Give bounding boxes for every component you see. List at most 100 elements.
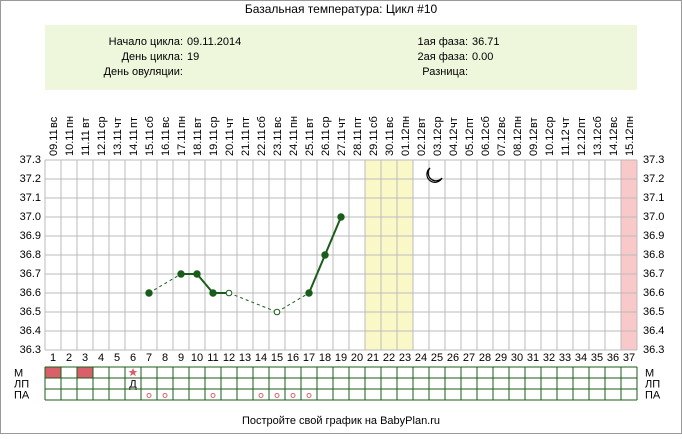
date-label: 07.12: [496, 128, 508, 156]
x-tick-label: 22: [383, 352, 395, 364]
chart-title: Базальная температура: Цикл #10: [245, 2, 438, 16]
date-label: 15.11: [144, 129, 156, 156]
weekday-label: пн: [624, 116, 636, 128]
weekday-label: вс: [272, 116, 284, 128]
x-tick-label: 10: [191, 352, 203, 364]
weekday-label: вт: [528, 117, 540, 128]
date-label: 28.11: [352, 129, 364, 156]
data-point: [225, 289, 233, 297]
date-label: 08.12: [512, 128, 524, 156]
weekday-label: сб: [256, 116, 268, 128]
x-tick-label: 19: [335, 352, 347, 364]
row-label: ПА: [14, 389, 30, 401]
line-segment: [196, 273, 214, 294]
date-label: 11.11: [80, 130, 92, 156]
weekday-label: ср: [432, 116, 444, 128]
info-box: [45, 25, 637, 90]
x-tick-label: 2: [66, 352, 72, 364]
weekday-label: вт: [192, 117, 204, 128]
weekday-label: пт: [464, 117, 476, 128]
row-circle: [258, 393, 264, 398]
x-tick-label: 14: [255, 352, 267, 364]
info-label: 1ая фаза:: [417, 36, 468, 48]
date-label: 10.12: [544, 128, 556, 156]
x-tick-label: 16: [287, 352, 299, 364]
x-tick-label: 25: [431, 352, 443, 364]
x-tick-label: 13: [239, 352, 251, 364]
weekday-label: сб: [592, 116, 604, 128]
y-tick-label: 36.6: [20, 287, 41, 299]
weekday-label: пт: [128, 117, 140, 128]
weekday-label: пн: [176, 116, 188, 128]
info-value: 0.00: [472, 51, 493, 63]
date-label: 26.11: [320, 129, 332, 156]
row-circle: [306, 393, 312, 398]
line-segment: [324, 216, 342, 256]
y-tick-label-right: 36.4: [643, 325, 664, 337]
y-tick-label-right: 36.8: [643, 249, 664, 261]
date-label: 15.12: [624, 128, 636, 156]
x-tick-label: 18: [319, 352, 331, 364]
y-tick-label: 36.5: [20, 306, 41, 318]
y-tick-label: 37.1: [20, 192, 41, 204]
weekday-label: чт: [336, 117, 348, 128]
date-label: 25.11: [304, 129, 316, 156]
row-text: Д: [129, 378, 137, 390]
data-point: [337, 213, 345, 221]
date-label: 09.11: [48, 129, 60, 156]
date-label: 14.12: [608, 128, 620, 156]
x-tick-label: 3: [82, 352, 88, 364]
weekday-label: чт: [112, 117, 124, 128]
weekday-label: вт: [416, 117, 428, 128]
weekday-label: сб: [368, 116, 380, 128]
date-label: 03.12: [432, 128, 444, 156]
x-tick-label: 4: [98, 352, 104, 364]
weekday-label: вт: [80, 117, 92, 128]
menstruation-cell: [77, 367, 93, 378]
weekday-label: вс: [384, 116, 396, 128]
weekday-label: ср: [544, 116, 556, 128]
y-tick-label-right: 37.0: [643, 211, 664, 223]
data-point: [193, 270, 201, 278]
weekday-label: чт: [224, 117, 236, 128]
date-label: 05.12: [464, 128, 476, 156]
x-tick-label: 26: [447, 352, 459, 364]
x-tick-label: 1: [50, 352, 56, 364]
x-tick-label: 28: [479, 352, 491, 364]
weekday-label: вс: [608, 116, 620, 128]
x-tick-label: 31: [527, 352, 539, 364]
date-label: 14.11: [128, 129, 140, 156]
line-segment: [308, 254, 326, 294]
line-segment: [228, 292, 278, 313]
x-tick-label: 20: [351, 352, 363, 364]
date-label: 06.12: [480, 128, 492, 156]
data-point: [321, 251, 329, 259]
y-tick-label-right: 37.2: [643, 173, 664, 185]
weekday-label: вс: [496, 116, 508, 128]
x-tick-label: 33: [559, 352, 571, 364]
x-tick-label: 37: [623, 352, 635, 364]
weekday-label: ср: [320, 116, 332, 128]
y-tick-label-right: 36.5: [643, 306, 664, 318]
y-tick-label-right: 36.9: [643, 230, 664, 242]
y-tick-label: 36.9: [20, 230, 41, 242]
date-label: 01.12: [400, 128, 412, 156]
date-label: 02.12: [416, 128, 428, 156]
info-label: Разница:: [422, 66, 468, 78]
star-icon: [128, 368, 138, 377]
y-tick-label: 37.2: [20, 173, 41, 185]
x-tick-label: 21: [367, 352, 379, 364]
y-tick-label-right: 37.1: [643, 192, 664, 204]
x-tick-label: 29: [495, 352, 507, 364]
date-label: 09.12: [528, 128, 540, 156]
date-label: 16.11: [160, 129, 172, 156]
date-label: 17.11: [176, 129, 188, 156]
x-tick-label: 27: [463, 352, 475, 364]
x-tick-label: 24: [415, 352, 427, 364]
weekday-label: пн: [400, 116, 412, 128]
x-tick-label: 34: [575, 352, 587, 364]
y-tick-label-right: 36.6: [643, 287, 664, 299]
info-label: День овуляции:: [104, 66, 183, 78]
x-tick-label: 30: [511, 352, 523, 364]
